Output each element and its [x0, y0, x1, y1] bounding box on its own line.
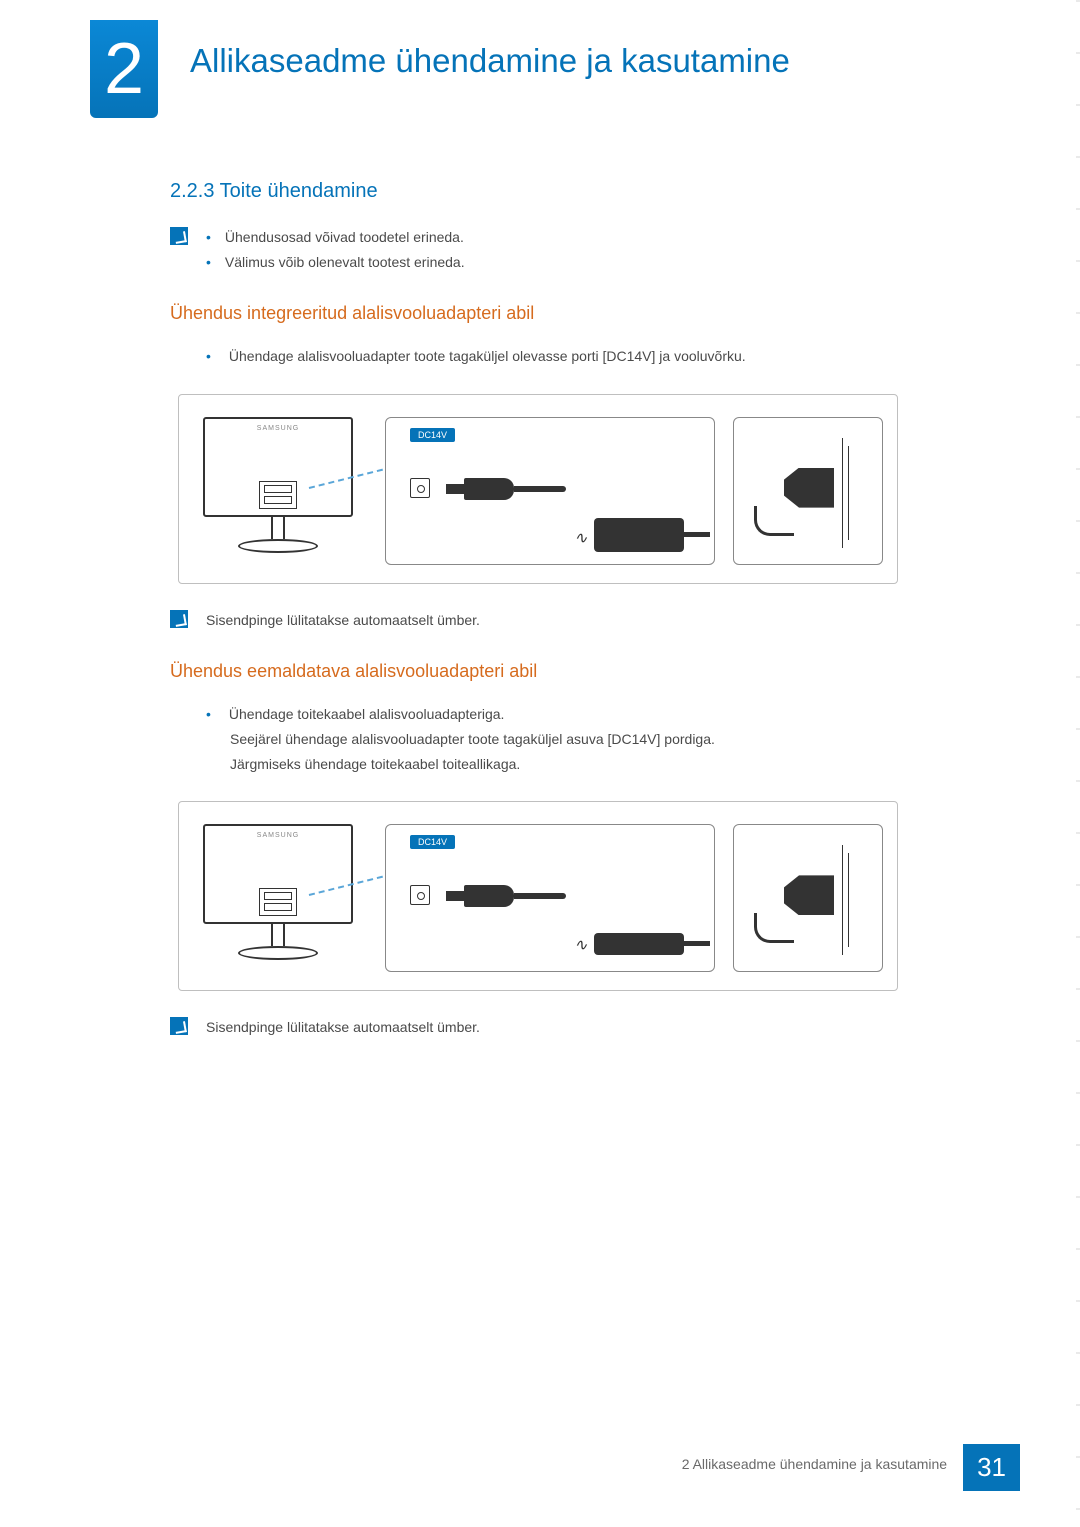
monitor-brand: SAMSUNG [205, 832, 351, 839]
note-block-1: Sisendpinge lülitatakse automaatselt ümb… [170, 608, 940, 633]
subsection-heading-1: Ühendus integreeritud alalisvooluadapter… [170, 303, 940, 324]
note-text: Sisendpinge lülitatakse automaatselt ümb… [206, 1015, 480, 1040]
note-icon [170, 227, 188, 245]
wall-icon [842, 845, 882, 955]
adapter-cable-icon [684, 941, 710, 946]
adapter-box: DC14V ∿ ∿ [385, 417, 715, 565]
bullet-continuation: Seejärel ühendage alalisvooluadapter too… [206, 727, 940, 752]
wall-outlet-box [733, 824, 883, 972]
note-item: Ühendusosad võivad toodetel erineda. [206, 225, 465, 250]
wall-plug-icon [754, 458, 844, 518]
page-edge-decoration [1076, 0, 1080, 1527]
dc-port-icon [410, 885, 430, 905]
diagram-integrated-adapter: SAMSUNG DC14V ∿ ∿ [178, 394, 898, 584]
note-icon [170, 1017, 188, 1035]
note-block-top: Ühendusosad võivad toodetel erineda. Väl… [170, 225, 940, 275]
dc-plug-icon [446, 881, 566, 911]
chapter-title: Allikaseadme ühendamine ja kasutamine [190, 42, 790, 80]
cable-break-icon: ∿ [574, 935, 587, 955]
monitor-illustration: SAMSUNG [203, 824, 353, 974]
monitor-brand: SAMSUNG [205, 425, 351, 432]
bullet-item: Ühendage alalisvooluadapter toote tagakü… [206, 344, 940, 369]
bullet-list-2: Ühendage toitekaabel alalisvooluadapteri… [170, 702, 940, 778]
note-list: Ühendusosad võivad toodetel erineda. Väl… [206, 225, 465, 275]
footer-text: 2 Allikaseadme ühendamine ja kasutamine [666, 1444, 963, 1491]
bullet-continuation: Järgmiseks ühendage toitekaabel toiteall… [206, 752, 940, 777]
bullet-list-1: Ühendage alalisvooluadapter toote tagakü… [170, 344, 940, 369]
adapter-brick-icon [594, 518, 684, 552]
chapter-number: 2 [104, 33, 144, 105]
adapter-cable-icon [684, 532, 710, 537]
note-item: Välimus võib olenevalt tootest erineda. [206, 250, 465, 275]
note-icon [170, 610, 188, 628]
chapter-badge: 2 [90, 20, 158, 118]
adapter-brick-icon [594, 933, 684, 955]
note-text: Sisendpinge lülitatakse automaatselt ümb… [206, 608, 480, 633]
wall-plug-icon [754, 865, 844, 925]
page-footer: 2 Allikaseadme ühendamine ja kasutamine … [666, 1444, 1020, 1491]
note-block-2: Sisendpinge lülitatakse automaatselt ümb… [170, 1015, 940, 1040]
dc-plug-icon [446, 474, 566, 504]
monitor-illustration: SAMSUNG [203, 417, 353, 567]
wall-outlet-box [733, 417, 883, 565]
cable-break-icon: ∿ [574, 528, 587, 548]
dc-label: DC14V [410, 835, 455, 849]
footer-page-number: 31 [963, 1444, 1020, 1491]
wall-icon [842, 438, 882, 548]
dc-label: DC14V [410, 428, 455, 442]
diagram-detachable-adapter: SAMSUNG DC14V ∿ ∿ [178, 801, 898, 991]
section-heading: 2.2.3 Toite ühendamine [170, 180, 940, 203]
bullet-item: Ühendage toitekaabel alalisvooluadapteri… [206, 702, 940, 727]
page-content: 2.2.3 Toite ühendamine Ühendusosad võiva… [170, 180, 940, 1049]
dc-port-icon [410, 478, 430, 498]
subsection-heading-2: Ühendus eemaldatava alalisvooluadapteri … [170, 661, 940, 682]
adapter-box: DC14V ∿ ∿ [385, 824, 715, 972]
